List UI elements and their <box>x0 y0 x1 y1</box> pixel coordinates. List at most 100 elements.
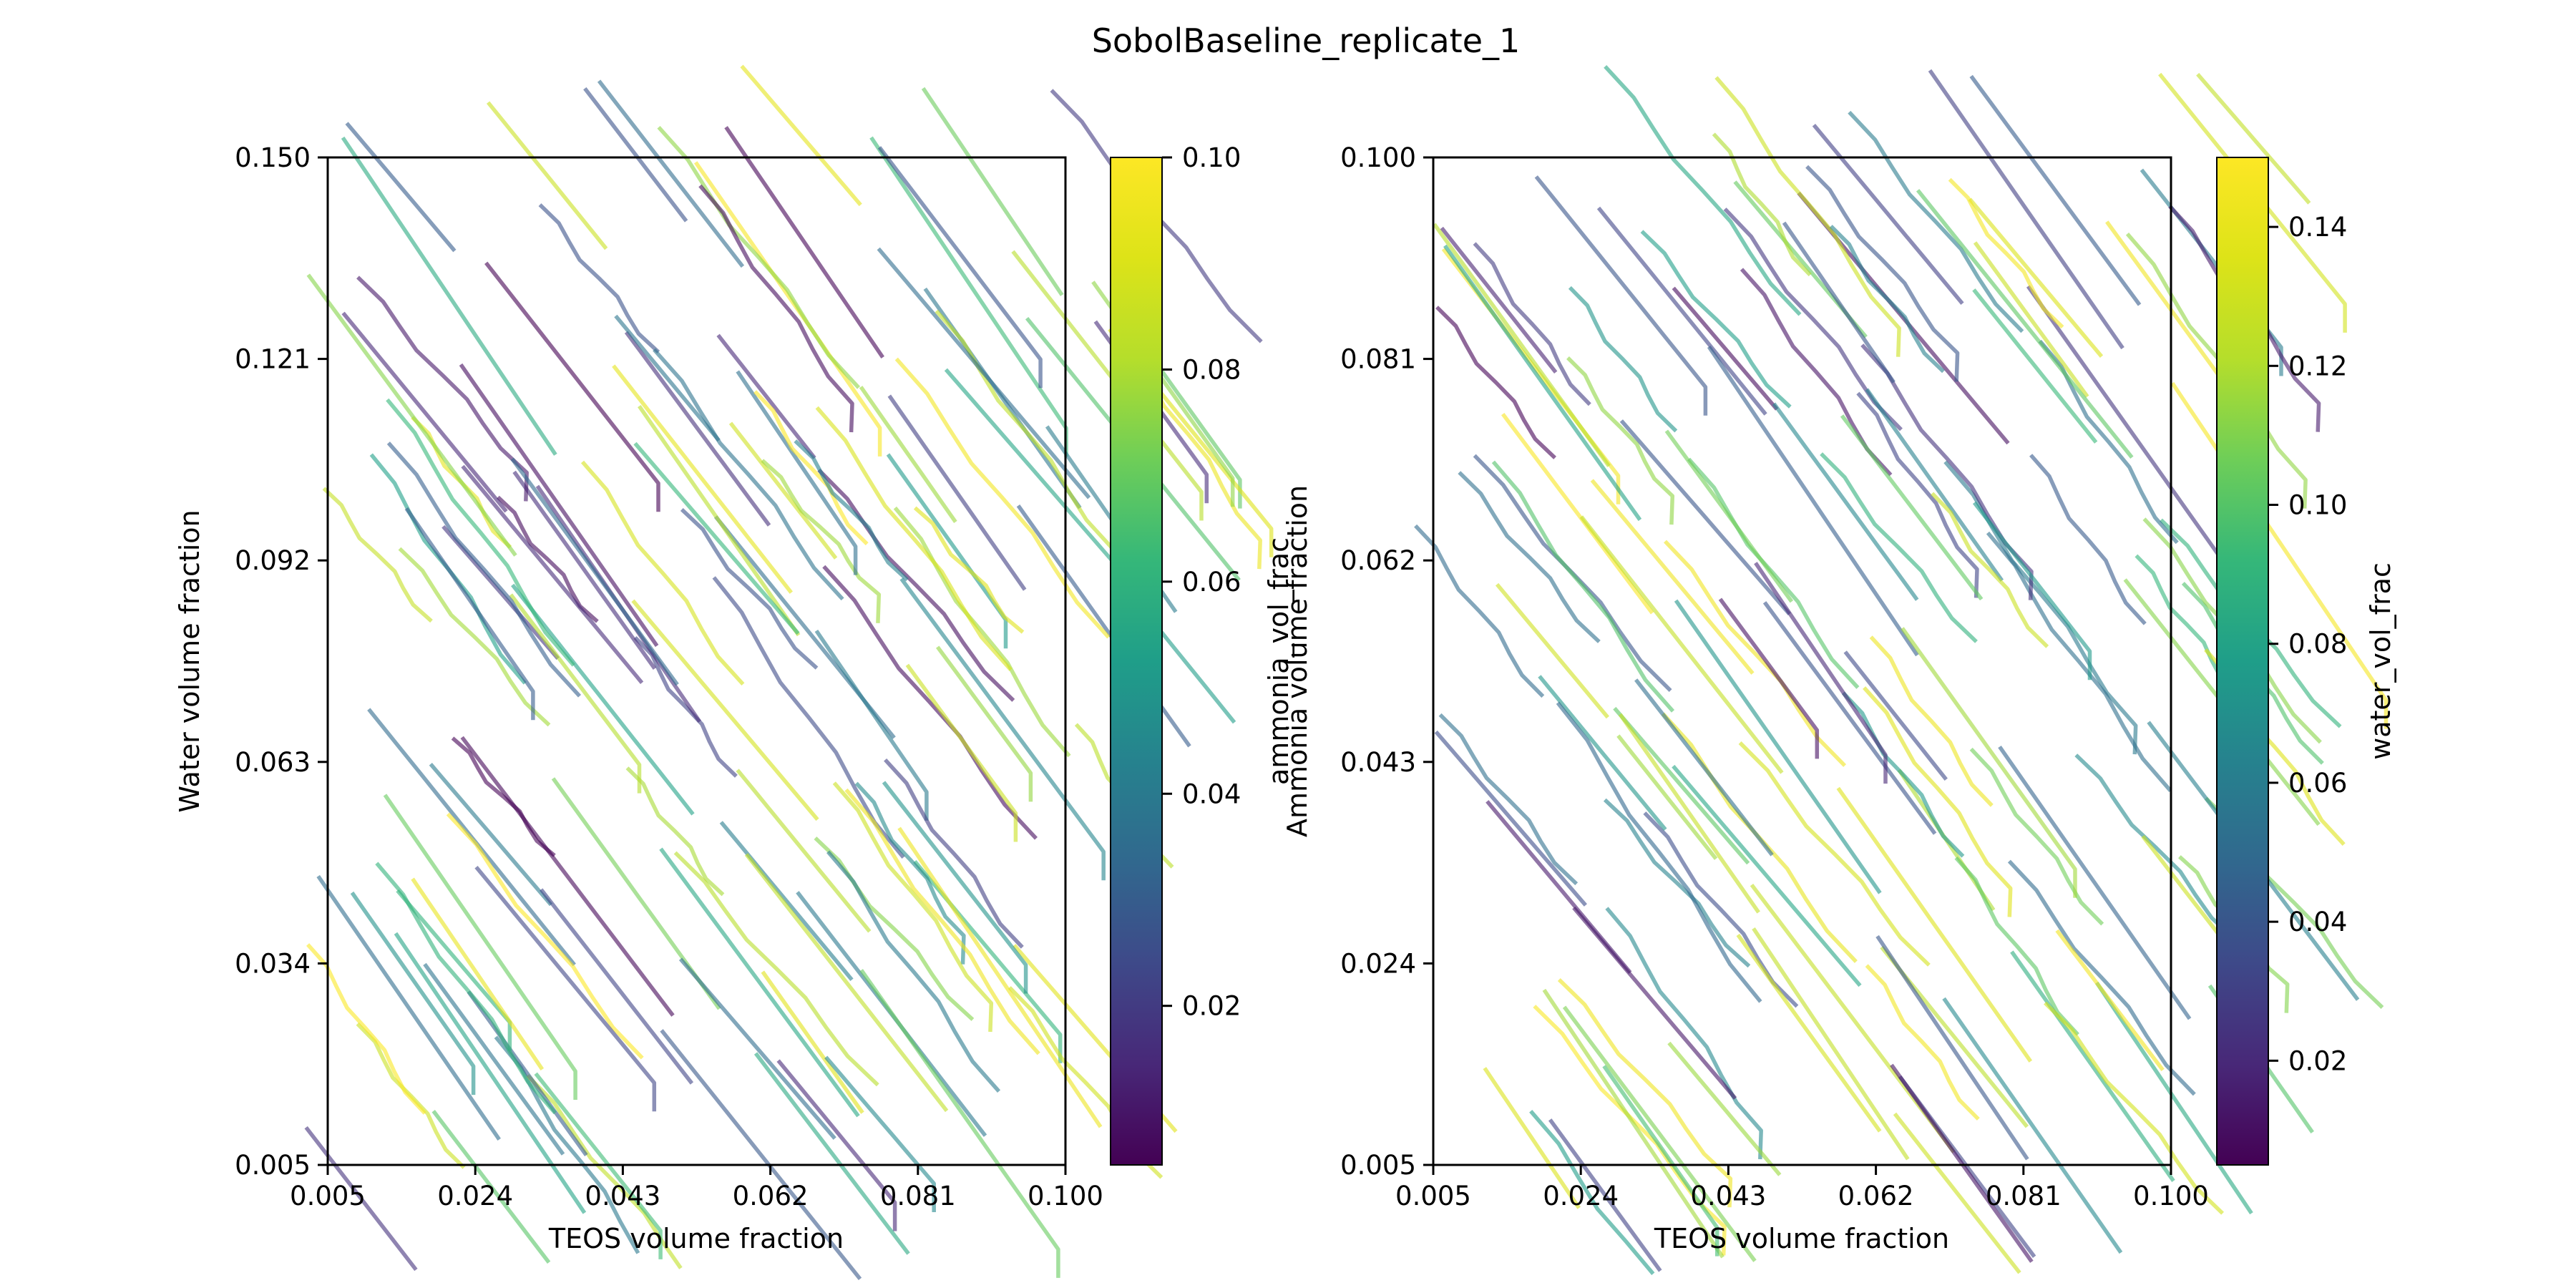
right-trajectory-line <box>1435 306 1556 459</box>
right-trajectory-line <box>1843 650 1948 781</box>
left-trajectory-line <box>894 357 1111 639</box>
left-trajectory-line <box>398 547 551 727</box>
left-y-tick-label: 0.034 <box>235 948 311 979</box>
left-trajectory-line <box>341 311 508 513</box>
left-trajectory-line <box>884 758 1024 949</box>
left-trajectory-line <box>935 309 1116 552</box>
right-trajectory-line <box>1972 501 2092 680</box>
right-y-tick-label: 0.100 <box>1340 142 1416 173</box>
left-trajectory-line <box>386 441 582 698</box>
right-colorbar-tick-label: 0.08 <box>2288 629 2347 660</box>
left-trajectory-line <box>638 405 801 637</box>
left-trajectory-line <box>624 331 771 527</box>
left-trajectory-line <box>897 826 1103 1128</box>
right-trajectory-line <box>1718 597 1820 759</box>
left-trajectory-line <box>728 421 838 560</box>
left-trajectory-line <box>859 969 1060 1278</box>
right-colorbar-tick-label: 0.04 <box>2288 907 2347 937</box>
right-trajectory-line <box>1836 786 2033 1063</box>
right-trajectory-line <box>1740 268 1893 477</box>
left-trajectory-line <box>877 247 1091 499</box>
left-trajectory-line <box>429 763 553 907</box>
right-x-axis-label: TEOS volume fraction <box>1654 1223 1949 1254</box>
left-trajectory-line <box>431 1110 551 1264</box>
left-trajectory-line <box>583 87 688 223</box>
left-trajectory-line <box>869 136 1068 457</box>
right-trajectory-line <box>1752 927 1910 1161</box>
left-trajectory-line <box>631 599 819 821</box>
left-trajectory-line <box>680 507 819 670</box>
right-trajectory-line <box>1483 1067 1581 1209</box>
left-trajectory-line <box>451 736 556 857</box>
right-trajectory-line <box>1473 242 1591 406</box>
left-trajectory-line <box>446 812 644 1060</box>
right-trajectory-line <box>1998 746 2192 1020</box>
left-trajectory-line <box>612 364 793 594</box>
left-trajectory-line <box>660 1029 862 1281</box>
left-y-ticks: 0.005 0.034 0.063 0.092 0.121 0.150 <box>235 142 328 1181</box>
right-trajectory-line <box>1533 1005 1727 1256</box>
left-trajectory-line <box>678 957 836 1140</box>
right-trajectory-line <box>1441 248 1621 504</box>
right-trajectory-line <box>1596 206 1767 416</box>
left-trajectory-line <box>411 877 545 1070</box>
left-trajectory-line <box>394 932 587 1214</box>
right-trajectory-line <box>2074 753 2239 970</box>
left-trajectory-line <box>460 736 675 1017</box>
right-trajectory-line <box>1603 798 1751 968</box>
left-trajectory-line <box>345 122 457 253</box>
left-trajectory-line <box>736 769 872 933</box>
left-trajectory-line <box>657 125 861 389</box>
left-trajectories <box>304 64 1274 1281</box>
right-x-tick-label: 0.062 <box>1838 1181 1914 1211</box>
left-panel: 0.005 0.024 0.043 0.062 0.081 0.100 0.005 0.03… <box>174 64 1294 1281</box>
right-trajectory-line <box>1579 515 1784 774</box>
right-colorbar-tick-label: 0.12 <box>2288 351 2347 381</box>
figure-title: SobolBaseline_replicate_1 <box>1092 21 1521 60</box>
right-colorbar <box>2216 157 2269 1166</box>
right-trajectory-line <box>1672 764 1862 987</box>
left-colorbar-tick-label: 0.04 <box>1182 779 1241 809</box>
left-trajectory-line <box>832 781 994 1033</box>
right-colorbar-tick-label: 0.06 <box>2288 768 2347 799</box>
right-y-tick-label: 0.081 <box>1340 344 1416 375</box>
left-trajectory-line <box>817 468 1015 702</box>
left-trajectory-line <box>404 507 535 721</box>
right-trajectory-line <box>1812 123 1964 305</box>
left-trajectory-line <box>822 565 1038 840</box>
right-trajectory-line <box>1568 286 1678 433</box>
left-trajectory-line <box>484 261 660 512</box>
left-trajectory-line <box>724 126 884 358</box>
right-trajectory-line <box>1604 65 1802 316</box>
right-trajectory-line <box>1664 429 1794 603</box>
left-trajectory-line <box>882 781 1028 994</box>
left-trajectory-line <box>306 273 517 557</box>
left-trajectory-line <box>826 850 1001 1093</box>
right-trajectory-line <box>1714 76 1901 357</box>
left-trajectory-line <box>510 457 679 686</box>
right-trajectory-line <box>1534 175 1708 416</box>
right-x-tick-label: 0.081 <box>1986 1181 2062 1211</box>
right-trajectory-line <box>1972 288 2098 444</box>
right-trajectory-line <box>1538 675 1667 831</box>
left-colorbar-label: ammonia_vol_frac <box>1263 537 1294 785</box>
right-trajectory-line <box>1829 225 1945 374</box>
right-trajectory-line <box>1440 226 1558 374</box>
left-colorbar-tick-label: 0.10 <box>1182 142 1241 173</box>
right-x-tick-label: 0.100 <box>2133 1181 2209 1211</box>
left-trajectory-line <box>497 495 599 623</box>
right-trajectory-line <box>1893 1112 2021 1274</box>
left-trajectory-line <box>383 794 577 1100</box>
left-trajectory-line <box>844 788 1040 1055</box>
right-trajectory-line <box>1707 346 1919 657</box>
right-trajectory-line <box>1590 479 1755 675</box>
left-trajectory-line <box>341 136 557 456</box>
right-trajectory-line <box>1762 601 1937 835</box>
left-trajectory-line <box>597 79 745 268</box>
right-trajectory-line <box>1805 165 1960 382</box>
right-trajectory-line <box>1901 627 2077 898</box>
left-colorbar-tick-label: 0.08 <box>1182 354 1241 385</box>
right-trajectory-line <box>1618 713 1760 914</box>
left-trajectory-line <box>486 101 608 250</box>
right-colorbar-tick-label: 0.02 <box>2288 1045 2347 1076</box>
